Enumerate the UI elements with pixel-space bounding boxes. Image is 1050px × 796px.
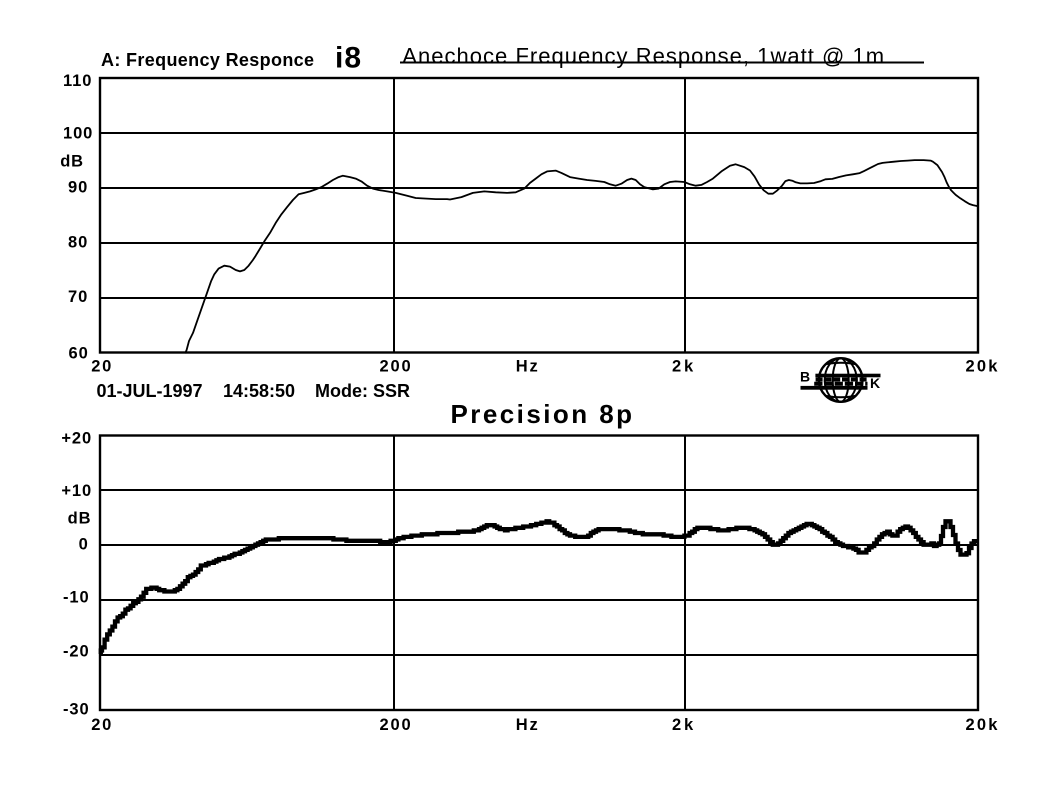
svg-text:K: K (870, 375, 880, 391)
svg-text:200: 200 (380, 716, 413, 734)
svg-text:-10: -10 (63, 589, 90, 607)
svg-text:20k: 20k (966, 716, 1000, 734)
svg-text:2k: 2k (672, 358, 696, 376)
svg-text:14:58:50: 14:58:50 (223, 381, 295, 401)
svg-text:+10: +10 (61, 482, 92, 500)
svg-text:dB: dB (60, 153, 84, 171)
svg-text:20: 20 (91, 716, 113, 734)
svg-text:60: 60 (69, 345, 89, 363)
svg-text:20: 20 (91, 358, 113, 376)
svg-text:200: 200 (380, 358, 413, 376)
svg-text:Hz: Hz (516, 716, 540, 734)
svg-text:i8: i8 (335, 41, 362, 74)
svg-text:2k: 2k (672, 716, 696, 734)
svg-text:20k: 20k (966, 358, 1000, 376)
svg-text:dB: dB (68, 510, 92, 528)
svg-text:Mode: SSR: Mode: SSR (315, 381, 410, 401)
svg-text:+20: +20 (61, 430, 92, 448)
svg-text:100: 100 (63, 125, 93, 143)
svg-text:Anechoce Frequency Response, 1: Anechoce Frequency Response, 1watt @ 1m (402, 44, 885, 69)
svg-text:-20: -20 (63, 643, 90, 661)
svg-text:A: Frequency Responce: A: Frequency Responce (101, 50, 314, 70)
svg-text:70: 70 (68, 288, 88, 306)
svg-text:80: 80 (68, 234, 88, 252)
svg-text:B: B (800, 369, 810, 385)
svg-text:-30: -30 (63, 701, 90, 719)
svg-text:01-JUL-1997: 01-JUL-1997 (97, 381, 203, 401)
svg-text:90: 90 (68, 179, 88, 197)
svg-text:0: 0 (79, 536, 89, 554)
svg-text:Precision 8p: Precision 8p (451, 399, 635, 429)
svg-text:110: 110 (63, 72, 92, 90)
svg-text:Hz: Hz (516, 358, 540, 376)
